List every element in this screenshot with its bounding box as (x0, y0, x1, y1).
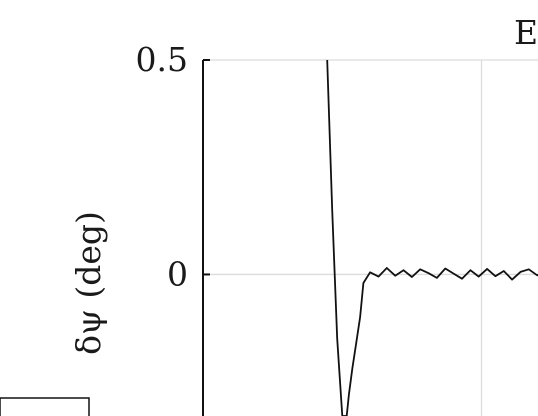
y-tick-label-0-5: 0.5 (136, 40, 188, 79)
y-axis-label: δψ (deg) (69, 211, 108, 355)
series-line (326, 59, 538, 416)
plot-area (202, 59, 538, 416)
y-tick-label-0: 0 (167, 254, 188, 293)
legend-box-fragment (0, 397, 90, 416)
chart-title: E (514, 13, 538, 52)
